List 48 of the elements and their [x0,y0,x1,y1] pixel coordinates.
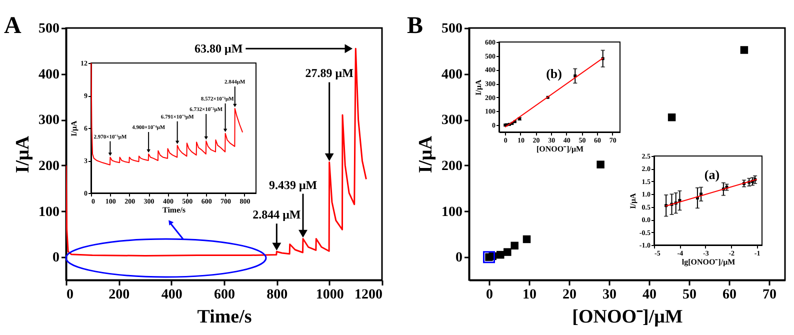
y-axis-title: I/μA [416,136,436,174]
annotation: (a) [704,167,720,182]
x-tick-label: 1000 [316,288,344,302]
annotation: 9.439 μM [268,178,318,192]
y-axis-title: I/μA [474,79,483,96]
point [510,242,518,250]
point [740,46,748,54]
x-axis-title: Time/s [162,206,186,214]
x-axis-title: [ONOO⁻]/μM [536,144,584,154]
x-tick-label: 50 [682,288,696,302]
y-tick-label: 200 [442,158,462,174]
y-tick-label: 400 [442,67,462,82]
y-tick-label: 200 [38,158,60,174]
x-tick-label: 10 [522,288,536,302]
x-tick-label: 800 [266,288,288,302]
x-tick-label: 70 [762,288,776,302]
y-tick-label: 400 [38,67,60,82]
line-series [90,62,244,166]
x-tick-label: 40 [642,288,656,302]
annotation: 63.80 μM [194,42,243,56]
y-tick-label: 300 [442,113,462,128]
y-tick-label: 500 [38,22,60,36]
x-tick-label: 200 [108,288,130,302]
x-axis-title: [ONOO⁻]/μM [572,306,683,328]
point [496,250,504,259]
point [596,160,604,168]
y-tick-label: 300 [38,113,60,128]
chart-title: B [407,13,424,39]
annotation: 27.89 μM [305,66,354,80]
y-axis-title: I/μA [628,192,638,209]
y-axis-title: I/μA [70,120,78,136]
point [504,248,512,256]
x-tick-label: 30 [602,288,616,302]
point [522,235,531,244]
x-tick-label: 0 [66,288,74,302]
x-tick-label: 600 [214,288,235,302]
annotation: 2.844 μM [252,208,301,222]
point [668,113,676,122]
annotation: (b) [546,66,562,81]
x-tick-label: 1200 [354,288,382,302]
chart-title: A [4,13,22,39]
x-tick-label: 400 [161,288,182,302]
y-tick-label: 500 [442,22,462,36]
y-axis-title: I/μA [12,136,34,174]
x-axis-title: Time/s [197,306,252,328]
x-axis-title: lg[ONOO⁻]/μM [682,258,736,266]
x-tick-label: 60 [722,288,736,302]
x-tick-label: 20 [562,288,576,302]
